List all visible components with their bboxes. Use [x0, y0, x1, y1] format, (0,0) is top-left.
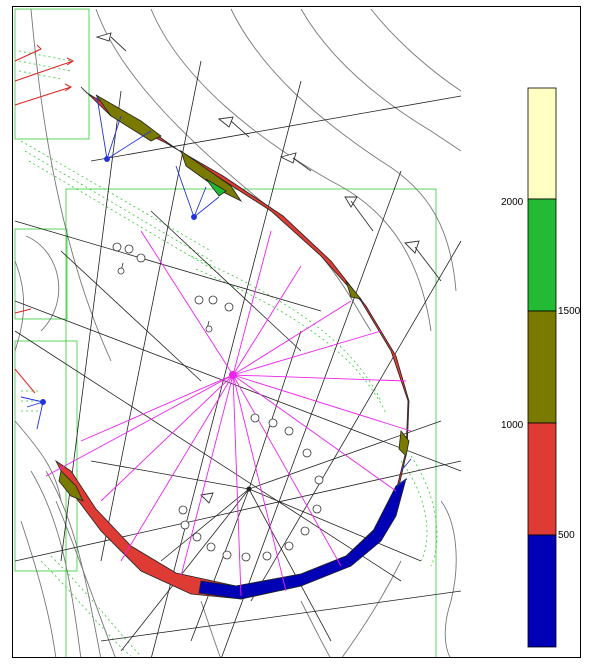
red-vectors: [14, 44, 74, 394]
blue-vectors: [20, 96, 412, 487]
center-node: [246, 486, 252, 492]
legend-band-above-2000: [527, 87, 557, 200]
hollow-arrows: [95, 32, 442, 504]
ray-origin: [229, 371, 237, 379]
legend-band-1500-2000: [527, 198, 557, 312]
station-symbols: [112, 242, 324, 562]
legend-tick-2000: 2000: [501, 197, 524, 208]
wellbore-band: [54, 86, 410, 600]
map-frame: 2000 1500 1000 500: [12, 6, 581, 658]
fault-lines: [14, 60, 462, 657]
legend-tick-1500: 1500: [558, 306, 581, 317]
legend-tick-1000: 1000: [501, 420, 524, 431]
green-hatch: [18, 50, 438, 657]
legend-band-1000-1500: [527, 310, 557, 424]
color-legend: 2000 1500 1000 500: [501, 87, 581, 648]
legend-tick-500: 500: [558, 530, 575, 541]
contour-map[interactable]: [13, 7, 581, 658]
legend-band-500-1000: [527, 422, 557, 536]
grey-contours: [14, 8, 462, 657]
legend-band-below-500: [527, 534, 557, 648]
magenta-rays: [45, 230, 412, 597]
